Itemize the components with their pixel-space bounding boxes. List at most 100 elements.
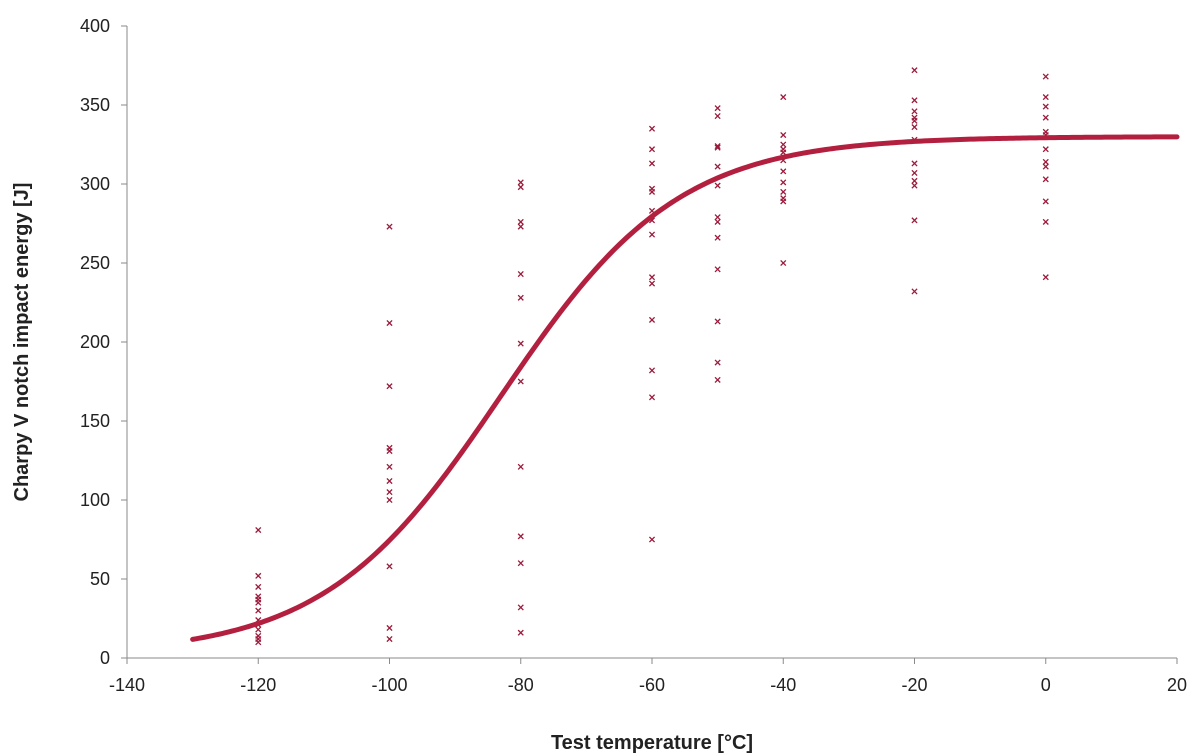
data-point (714, 234, 721, 241)
data-point (386, 624, 393, 632)
data-point (911, 124, 918, 131)
x-ticks: -140 -120 -100 -80 -60 -40 -20 0 20 (109, 658, 1187, 695)
data-point (648, 160, 656, 167)
data-point (911, 169, 918, 176)
data-point (780, 131, 787, 139)
data-point (780, 259, 787, 267)
data-point (714, 182, 721, 189)
data-point (255, 526, 262, 534)
y-tick-label: 0 (100, 648, 110, 668)
data-point (648, 367, 656, 374)
x-tick-label: 0 (1041, 675, 1051, 695)
data-point (386, 383, 393, 390)
y-tick-label: 350 (80, 95, 110, 115)
plot-area: 0 50 100 150 200 250 300 350 400 -140 -120 -100 -80… (80, 16, 1187, 695)
data-point (255, 583, 262, 590)
data-point (517, 533, 524, 540)
data-point (780, 168, 787, 175)
data-point (517, 340, 524, 347)
data-point (386, 477, 393, 485)
data-point (780, 179, 787, 186)
data-point (648, 536, 656, 543)
data-point (517, 294, 524, 301)
data-point (911, 217, 918, 224)
y-tick-label: 400 (80, 16, 110, 36)
x-tick-label: -140 (109, 675, 145, 695)
data-point (1042, 114, 1049, 121)
data-point (648, 125, 656, 132)
y-ticks: 0 50 100 150 200 250 300 350 400 (80, 16, 127, 668)
data-point (386, 223, 393, 230)
data-point (714, 266, 721, 273)
data-point (1042, 73, 1049, 80)
data-point (517, 560, 524, 567)
data-point (517, 378, 524, 385)
data-point (714, 218, 721, 225)
data-point (517, 604, 524, 611)
data-point (386, 635, 393, 643)
data-point (911, 182, 918, 189)
data-point (255, 599, 262, 606)
y-axis-title: Charpy V notch impact energy [J] (11, 183, 33, 502)
y-tick-label: 200 (80, 332, 110, 352)
data-point (386, 447, 393, 455)
data-point (386, 489, 393, 496)
data-point (386, 496, 393, 504)
y-tick-label: 250 (80, 253, 110, 273)
data-point (911, 108, 918, 115)
data-point (911, 67, 918, 74)
data-point (780, 198, 787, 205)
y-tick-label: 300 (80, 174, 110, 194)
x-tick-label: -120 (240, 675, 276, 695)
data-point (517, 463, 524, 470)
data-point (714, 163, 721, 170)
data-point (648, 231, 656, 238)
data-point (1042, 146, 1049, 153)
x-tick-label: -80 (508, 675, 534, 695)
data-point (780, 149, 787, 156)
data-point (648, 188, 656, 195)
data-point (714, 359, 721, 366)
data-point (911, 97, 918, 104)
data-point (517, 629, 524, 636)
x-tick-label: -40 (770, 675, 796, 695)
data-point (714, 214, 721, 221)
data-point (1042, 158, 1049, 165)
x-tick-label: -20 (901, 675, 927, 695)
data-point (386, 563, 393, 570)
data-point (1042, 176, 1049, 183)
data-point (1042, 94, 1049, 101)
data-point (648, 394, 656, 401)
x-axis-title: Test temperature [°C] (551, 732, 753, 754)
data-point (1042, 163, 1049, 170)
data-point (714, 318, 721, 325)
data-point (780, 141, 787, 148)
data-point (648, 146, 656, 153)
data-point (911, 288, 918, 295)
data-point (517, 271, 524, 278)
data-point (255, 626, 262, 633)
data-point (386, 319, 393, 327)
data-point (386, 463, 393, 470)
data-point (517, 184, 524, 191)
x-tick-label: -60 (639, 675, 665, 695)
y-tick-label: 100 (80, 490, 110, 510)
data-point (714, 105, 721, 112)
scatter-markers (255, 67, 1049, 646)
data-point (517, 179, 524, 186)
x-tick-label: -100 (371, 675, 407, 695)
y-tick-label: 150 (80, 411, 110, 431)
data-point (255, 572, 262, 579)
data-point (1042, 218, 1049, 225)
data-point (714, 376, 721, 383)
data-point (648, 316, 656, 323)
data-point (911, 160, 918, 167)
data-point (1042, 274, 1049, 281)
y-tick-label: 50 (90, 569, 110, 589)
data-point (255, 639, 262, 646)
data-point (517, 223, 524, 230)
fit-curve (190, 134, 1180, 642)
data-point (780, 188, 787, 195)
data-point (255, 607, 262, 614)
